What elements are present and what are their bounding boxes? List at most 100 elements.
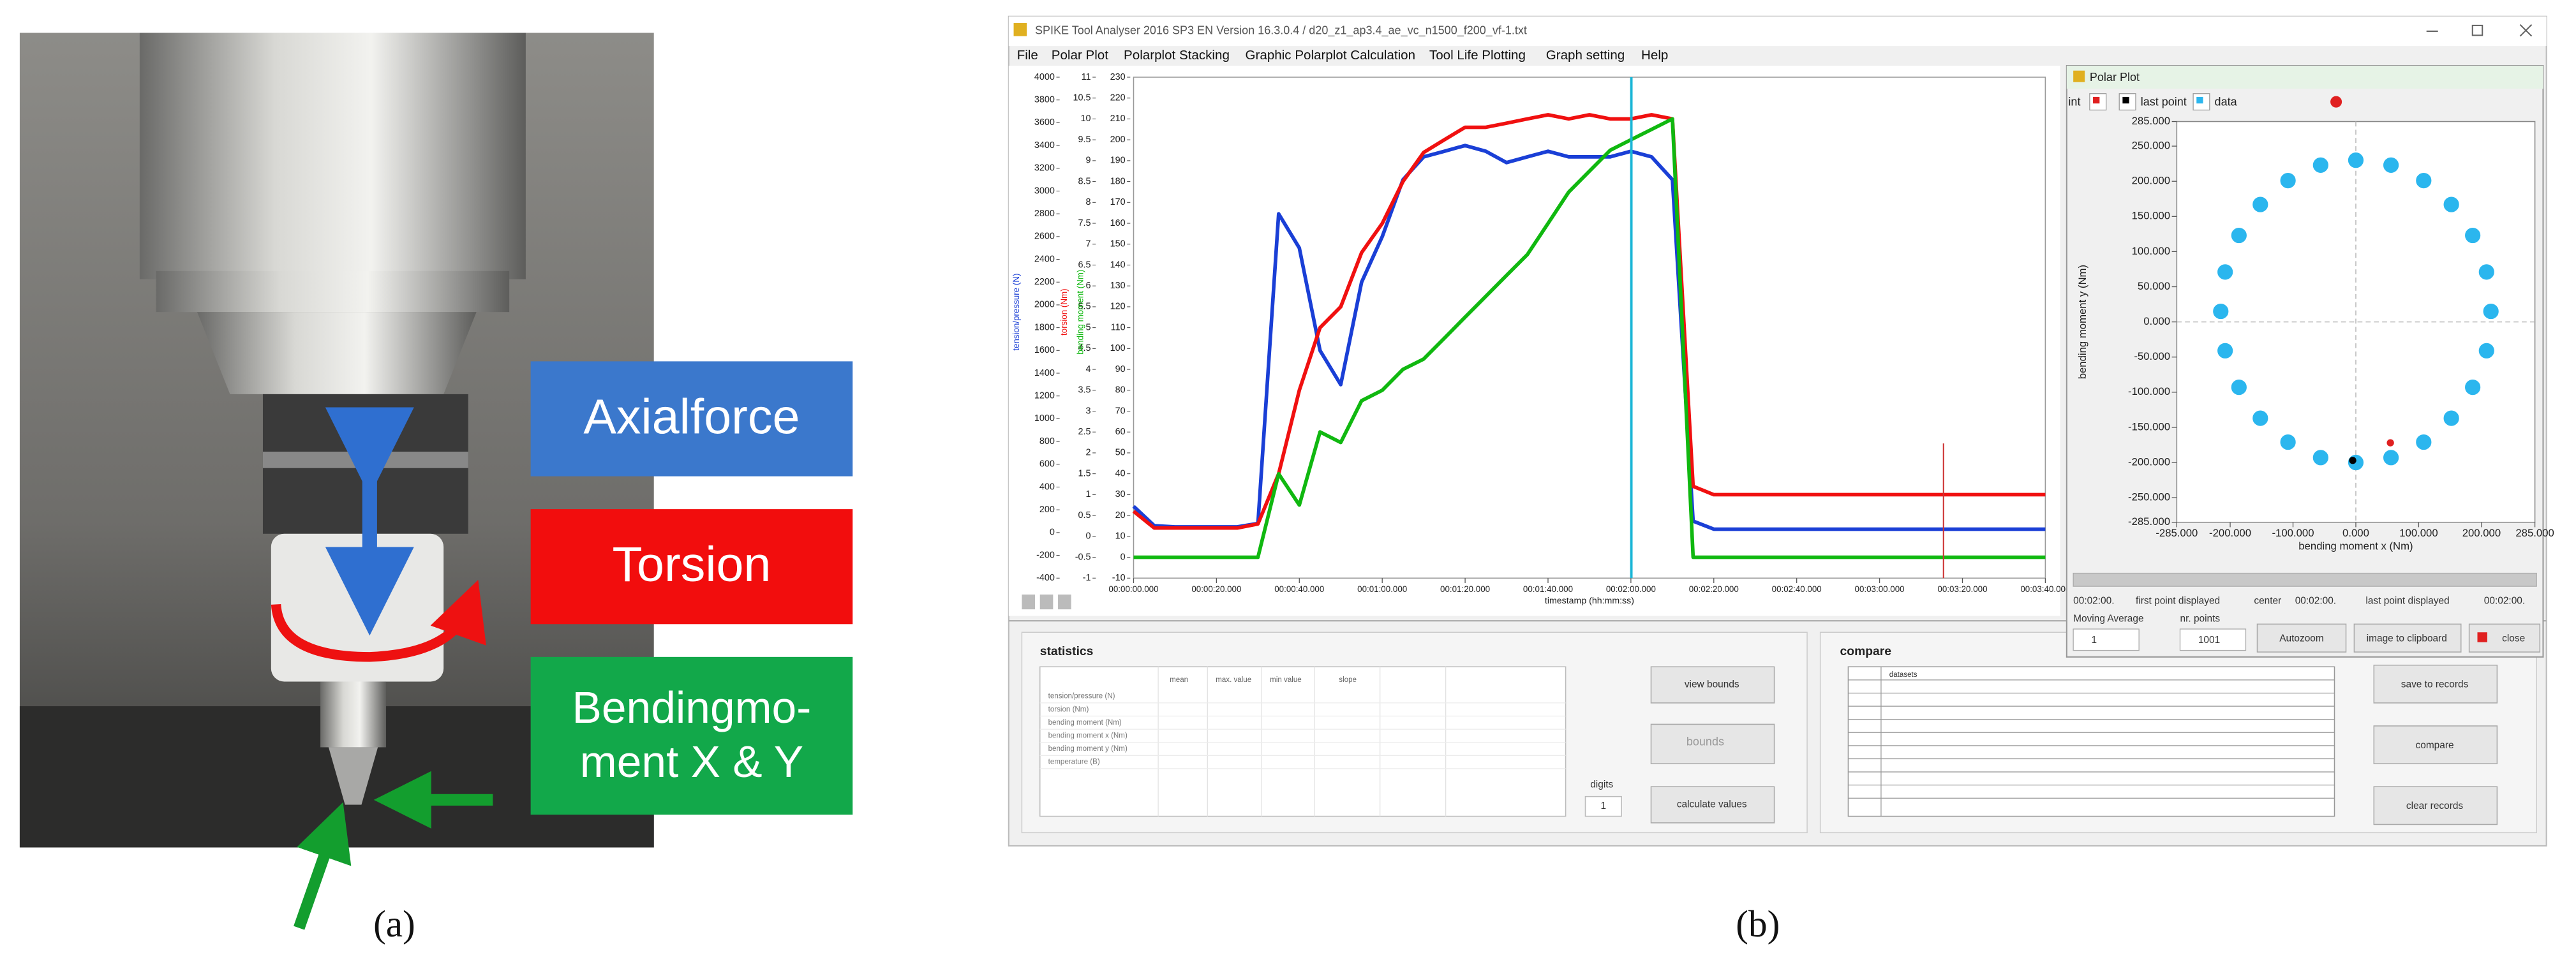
point xyxy=(2312,157,2328,173)
y-axis-label: bending moment y (Nm) xyxy=(2076,265,2088,379)
point xyxy=(2280,434,2296,450)
label: nr. points xyxy=(2180,614,2220,625)
y-tick-label: 170 xyxy=(1110,197,1126,207)
point xyxy=(2465,227,2481,244)
window-controls[interactable] xyxy=(2426,24,2533,37)
axial-box xyxy=(530,361,853,477)
torsion-label: Torsion xyxy=(612,537,771,592)
button[interactable] xyxy=(1650,786,1775,824)
spinner[interactable] xyxy=(2073,628,2140,651)
y-tick-label: 110 xyxy=(1111,322,1126,332)
series-line xyxy=(1133,117,2046,559)
button-label[interactable]: close xyxy=(2502,633,2525,644)
button[interactable] xyxy=(2353,623,2462,653)
y-axis-label: tension/pressure (N) xyxy=(1011,274,1021,351)
point xyxy=(2416,172,2432,189)
spinner-value[interactable]: 1 xyxy=(2091,635,2097,646)
y-tick-label: 60 xyxy=(1115,427,1126,437)
button-label[interactable]: compare xyxy=(2416,740,2454,751)
y-tick-label: 4000 xyxy=(1034,72,1055,82)
menu-item[interactable]: Graphic Polarplot Calculation xyxy=(1246,48,1416,63)
point xyxy=(2386,439,2394,447)
y-tick-label: 7.5 xyxy=(1078,218,1091,228)
y-tick-label: -250.000 xyxy=(2128,491,2170,503)
spinner[interactable] xyxy=(2179,628,2247,651)
polar-chart: -285.000 -200.000 -100.000 0.000 100.000 200.… xyxy=(2068,93,2554,552)
column-header: max. value xyxy=(1216,676,1251,684)
y-tick-label: 190 xyxy=(1110,156,1126,166)
legend-label[interactable]: last point xyxy=(2141,96,2187,108)
point xyxy=(2383,450,2399,466)
scrollbar[interactable] xyxy=(2073,572,2537,587)
spinner-value[interactable]: 1001 xyxy=(2198,635,2220,646)
x-tick-label: 00:01:00.000 xyxy=(1357,584,1407,594)
toolbar[interactable] xyxy=(1022,594,1071,610)
y-tick-label: 70 xyxy=(1115,406,1126,416)
x-tick-label: 200.000 xyxy=(2462,527,2501,539)
y-tick-label: 8.5 xyxy=(1078,176,1091,186)
time-chart: 00:00:00.000 00:00:20.000 00:00:40.000 00:0… xyxy=(1011,72,2070,606)
x-axis-label: bending moment x (Nm) xyxy=(2298,540,2413,552)
button[interactable] xyxy=(1650,666,1775,704)
y-tick-label: 5 xyxy=(1086,322,1091,332)
y-tick-label: 150.000 xyxy=(2132,210,2170,222)
y-tick-label: 2400 xyxy=(1034,254,1055,264)
button[interactable] xyxy=(2373,725,2498,764)
x-tick-label: 00:02:00.000 xyxy=(1606,584,1656,594)
y-tick-label: 200.000 xyxy=(2132,175,2170,187)
menu-item[interactable]: Graph setting xyxy=(1546,48,1625,63)
y-tick-label: -0.5 xyxy=(1075,552,1091,562)
close-icon[interactable] xyxy=(2477,632,2487,642)
compare-title: compare xyxy=(1840,645,1892,658)
y-tick-label: 600 xyxy=(1039,459,1055,470)
menu-item[interactable]: Help xyxy=(1641,48,1668,63)
legend-label[interactable]: data xyxy=(2215,96,2238,108)
x-tick-label: 00:01:20.000 xyxy=(1440,584,1490,594)
menu-item[interactable]: Tool Life Plotting xyxy=(1429,48,1526,63)
y-tick-label: 3 xyxy=(1086,406,1091,416)
record-indicator xyxy=(2330,96,2342,108)
menu-item[interactable]: File xyxy=(1017,48,1038,63)
button-label[interactable]: image to clipboard xyxy=(2367,633,2447,644)
statistics-table xyxy=(1039,666,1567,817)
y-tick-label: 120 xyxy=(1110,302,1126,312)
point xyxy=(2443,196,2459,212)
window-title: SPIKE Tool Analyser 2016 SP3 EN Version … xyxy=(1035,24,1527,38)
button-label[interactable]: Autozoom xyxy=(2279,633,2324,644)
time: 00:02:00. xyxy=(2295,595,2336,606)
button[interactable] xyxy=(2256,623,2347,653)
y-tick-label: -200.000 xyxy=(2128,455,2170,468)
button-label[interactable]: clear records xyxy=(2406,801,2464,811)
y-tick-label: 90 xyxy=(1115,364,1126,374)
button-label[interactable]: bounds xyxy=(1686,735,1724,748)
menu-item[interactable]: Polar Plot xyxy=(1052,48,1108,63)
y-tick-label: 250.000 xyxy=(2132,140,2170,152)
bending-label: ment X & Y xyxy=(580,737,803,787)
label: last point displayed xyxy=(2365,595,2449,606)
y-tick-label: 0 xyxy=(1086,531,1091,542)
x-tick-label: -100.000 xyxy=(2272,527,2314,539)
button[interactable] xyxy=(2373,786,2498,825)
x-tick-label: 0.000 xyxy=(2342,527,2369,539)
y-tick-label: 1000 xyxy=(1034,413,1055,424)
digits-input[interactable] xyxy=(1584,795,1622,817)
y-tick-label: 30 xyxy=(1115,489,1126,499)
button-label[interactable]: view bounds xyxy=(1685,679,1739,690)
y-tick-label: 0.5 xyxy=(1078,510,1091,521)
compare-table xyxy=(1847,666,2335,817)
button[interactable] xyxy=(2373,664,2498,704)
button[interactable] xyxy=(1650,723,1775,764)
button-label[interactable]: save to records xyxy=(2401,679,2469,690)
legend-label[interactable]: int xyxy=(2068,96,2080,108)
x-tick-label: -285.000 xyxy=(2155,527,2198,539)
y-tick-label: 3800 xyxy=(1034,95,1055,105)
statistics-title: statistics xyxy=(1040,645,1094,658)
y-tick-label: 10 xyxy=(1115,531,1126,542)
legend-swatch xyxy=(2118,93,2136,111)
menu-item[interactable]: Polarplot Stacking xyxy=(1124,48,1230,63)
button-label[interactable]: calculate values xyxy=(1677,799,1747,810)
legend-swatch-dot xyxy=(2122,96,2129,104)
digits-value[interactable]: 1 xyxy=(1601,801,1607,811)
column-header: min value xyxy=(1270,676,1302,684)
